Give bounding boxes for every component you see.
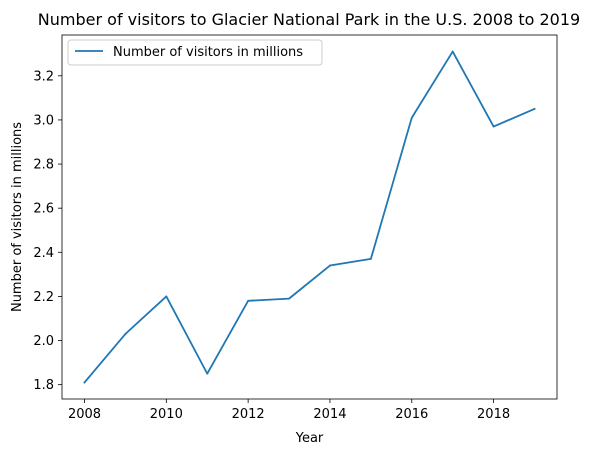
data-point xyxy=(124,333,127,335)
plot-area xyxy=(61,34,558,400)
x-tick-label: 2014 xyxy=(313,407,346,422)
series-layer xyxy=(83,50,536,384)
x-tick-label: 2008 xyxy=(68,407,101,422)
y-tick-label: 2.6 xyxy=(33,202,54,217)
data-point xyxy=(83,381,86,384)
data-point xyxy=(165,295,168,298)
data-point xyxy=(288,297,290,300)
y-axis: 1.8 2.0 2.2 2.4 2.6 2.8 3.0 3.2 xyxy=(33,69,62,393)
y-tick-label: 2.4 xyxy=(33,246,54,261)
x-axis: 2008 2010 2012 2014 2016 2018 xyxy=(68,399,510,422)
series-line xyxy=(83,50,536,384)
data-point xyxy=(410,116,413,119)
y-tick-label: 3.0 xyxy=(33,113,54,128)
x-tick-label: 2010 xyxy=(150,407,183,422)
legend-label: Number of visitors in millions xyxy=(113,45,303,60)
data-point xyxy=(369,258,372,260)
y-tick-label: 2.0 xyxy=(33,334,54,349)
y-tick-label: 3.2 xyxy=(33,69,54,84)
y-tick-label: 2.8 xyxy=(33,158,54,173)
x-tick-label: 2018 xyxy=(477,407,510,422)
data-point xyxy=(206,372,209,375)
legend-box xyxy=(67,39,323,66)
x-tick-label: 2016 xyxy=(395,407,428,422)
data-point xyxy=(247,299,250,302)
data-point xyxy=(533,108,536,110)
plot-frame xyxy=(61,34,558,400)
legend: Number of visitors in millions xyxy=(67,39,323,66)
data-point xyxy=(329,264,331,267)
x-axis-title: Year xyxy=(295,431,324,446)
y-axis-title: Number of visitors in millions xyxy=(10,122,25,312)
y-tick-label: 2.2 xyxy=(33,290,54,305)
x-tick-label: 2012 xyxy=(232,407,265,422)
y-tick-label: 1.8 xyxy=(33,378,54,393)
chart-title: Number of visitors to Glacier National P… xyxy=(38,10,580,29)
data-point xyxy=(451,50,454,53)
data-point xyxy=(492,125,495,128)
